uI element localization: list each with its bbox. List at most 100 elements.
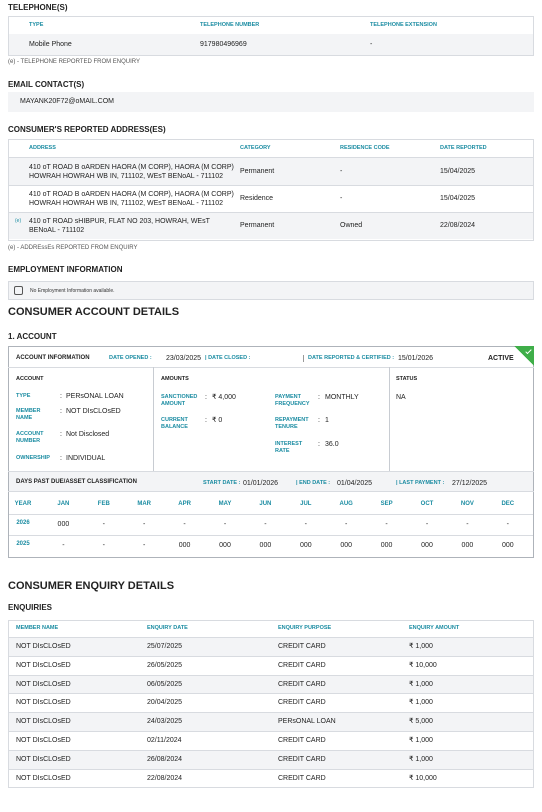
column-header: ADDRESS — [29, 145, 56, 151]
column-header: FEB — [97, 501, 110, 507]
divider — [9, 731, 533, 732]
label: DATE OPENED : — [109, 355, 152, 361]
column-header: APR — [178, 501, 191, 507]
field-value: PERsONAL LOAN — [66, 393, 124, 400]
field-value: INDIVIDUAL — [66, 455, 106, 462]
cell: 24/03/2025 — [147, 718, 183, 726]
section-title: EMAIL CONTACT(S) — [8, 80, 85, 89]
value: 27/12/2025 — [452, 480, 488, 487]
account-box — [8, 346, 534, 558]
cell: CREDIT CARD — [278, 661, 326, 669]
column-title: AMOUNTS — [161, 376, 189, 382]
divider — [9, 212, 533, 213]
dpd-cell: - — [385, 521, 388, 528]
field-value: Not Disclosed — [66, 431, 110, 438]
cell: NOT DIsCLOsED — [16, 661, 71, 669]
table-row — [9, 713, 533, 731]
cell: PERsONAL LOAN — [278, 718, 336, 726]
column-header: YEAR — [14, 501, 32, 507]
dpd-cell: 000 — [259, 542, 272, 549]
divider — [9, 535, 533, 536]
cell: 917980496969 — [200, 41, 247, 48]
cell: ₹ 10,000 — [409, 774, 437, 782]
cell: 22/08/2024 — [440, 222, 476, 229]
table-row — [9, 158, 533, 185]
cell: ₹ 1,000 — [409, 737, 433, 744]
field-label: OWNERSHIP — [16, 455, 50, 461]
divider — [9, 712, 533, 714]
dpd-cell: - — [102, 521, 105, 528]
cell: 15/04/2025 — [440, 168, 476, 175]
cell: CREDIT CARD — [278, 755, 326, 763]
dpd-cell: - — [143, 521, 146, 528]
column-header: TELEPHONE EXTENSION — [370, 22, 437, 28]
cell: ₹ 1,000 — [409, 680, 433, 688]
divider — [9, 655, 533, 657]
column-header: ENQUIRY PURPOSE — [278, 625, 332, 631]
field-label: TYPE — [16, 393, 31, 399]
dpd-cell: 000 — [421, 542, 433, 549]
cell: 410 oT ROAD B oARDEN HAORA (M CORP), HAO… — [29, 190, 234, 207]
separator: : — [318, 394, 320, 401]
section-title: CONSUMER'S REPORTED ADDRESS(ES) — [8, 125, 166, 134]
status-value: NA — [396, 394, 406, 401]
dpd-cell: - — [304, 521, 307, 528]
enquiry-table — [8, 620, 534, 788]
page-heading: CONSUMER ENQUIRY DETAILS — [8, 580, 175, 592]
cell: CREDIT CARD — [278, 643, 326, 650]
cell: 26/05/2025 — [147, 661, 183, 669]
badge-corner — [514, 346, 534, 366]
column-header: MEMBER NAME — [16, 625, 59, 631]
cell: NOT DIsCLOsED — [16, 774, 71, 782]
icon — [14, 286, 23, 295]
column-title: STATUS — [396, 376, 418, 382]
address-table — [8, 139, 534, 241]
dpd-cell: - — [183, 521, 186, 528]
cell: NOT DIsCLOsED — [16, 680, 71, 688]
label: | LAST PAYMENT : — [396, 480, 445, 486]
divider — [9, 514, 533, 515]
value: 23/03/2025 — [166, 355, 202, 362]
table-row — [9, 212, 533, 239]
separator: : — [60, 455, 62, 462]
separator: : — [318, 417, 320, 424]
cell: CREDIT CARD — [278, 737, 326, 744]
divider — [9, 185, 533, 186]
separator: : — [60, 431, 62, 438]
table-row — [9, 750, 533, 769]
dpd-cell: - — [506, 521, 509, 528]
dpd-cell: - — [102, 542, 105, 549]
status-badge: ACTIVE — [488, 355, 514, 362]
separator: : — [205, 417, 207, 424]
divider — [8, 491, 534, 492]
cell: ₹ 1,000 — [409, 699, 433, 707]
table-row — [9, 675, 533, 694]
cell: 410 oT ROAD sHIBPUR, FLAT NO 203, HOWRAH… — [29, 217, 210, 234]
label: | END DATE : — [296, 480, 331, 486]
divider — [8, 367, 534, 368]
column-header: MAY — [218, 501, 232, 507]
column-header: OCT — [420, 501, 434, 507]
column-header: NOV — [460, 501, 474, 507]
cell: ₹ 1,000 — [409, 755, 433, 763]
cell: - — [340, 195, 343, 202]
dpd-bar — [9, 472, 533, 491]
cell: 26/08/2024 — [147, 755, 183, 763]
column-header: JAN — [57, 501, 70, 507]
section-title: TELEPHONE(S) — [8, 3, 68, 12]
column-header: SEP — [380, 501, 393, 507]
field-label: SANCTIONED AMOUNT — [161, 394, 198, 407]
column-header: RESIDENCE CODE — [340, 145, 390, 151]
value: 01/04/2025 — [337, 480, 373, 487]
cell: NOT DIsCLOsED — [16, 737, 71, 744]
divider — [9, 768, 533, 770]
cell: ₹ 1,000 — [409, 643, 433, 650]
column-title: ACCOUNT — [16, 376, 44, 382]
field-label: INTEREST RATE — [275, 441, 303, 454]
column-header: AUG — [339, 501, 353, 507]
label: | DATE CLOSED : — [205, 355, 251, 361]
cell: NOT DIsCLOsED — [16, 718, 71, 726]
footnote: (e) - TELEPHONE REPORTED FROM ENQUIRY — [8, 59, 141, 65]
field-value: ₹ 0 — [212, 417, 223, 424]
year: 2025 — [16, 541, 30, 547]
